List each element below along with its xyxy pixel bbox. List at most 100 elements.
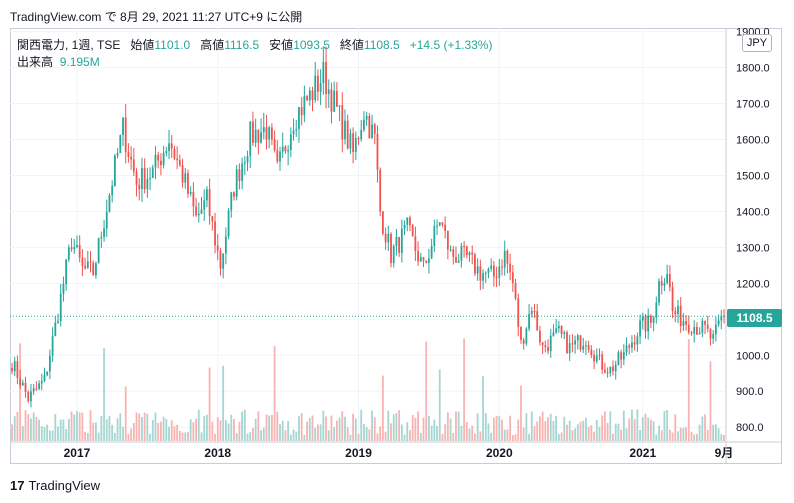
- volume-bar: [162, 416, 165, 441]
- candle-body: [511, 272, 514, 284]
- candle-body: [57, 321, 59, 323]
- candle-body: [233, 192, 235, 197]
- candle-body: [365, 115, 368, 120]
- volume-bar: [127, 434, 130, 441]
- candle-body: [178, 160, 181, 166]
- currency-badge[interactable]: JPY: [742, 34, 772, 52]
- close-label: 終値: [339, 38, 364, 52]
- volume-bar: [230, 414, 233, 441]
- candlestick-chart[interactable]: 800.0900.01000.01100.01200.01300.01400.0…: [10, 28, 782, 464]
- volume-bar: [644, 413, 647, 441]
- volume-bar: [327, 430, 330, 441]
- volume-bar: [97, 432, 100, 441]
- volume-bar: [574, 428, 577, 441]
- candle-body: [487, 268, 490, 273]
- volume-bar: [333, 427, 336, 441]
- volume-bar: [265, 414, 268, 441]
- candle-body: [349, 133, 352, 149]
- candle-body: [184, 173, 187, 183]
- volume-bar: [595, 419, 598, 441]
- candle-body: [452, 249, 455, 257]
- volume-bar: [308, 417, 311, 441]
- candle-body: [54, 322, 57, 337]
- volume-bar: [170, 420, 173, 441]
- volume-bar: [27, 414, 30, 441]
- candle-body: [476, 266, 479, 274]
- candle-body: [48, 355, 51, 372]
- volume-bar: [671, 432, 674, 441]
- volume-bar: [685, 427, 688, 441]
- candle-body: [203, 200, 206, 210]
- volume-bar: [325, 416, 327, 441]
- volume-bar: [490, 432, 493, 441]
- publish-header: TradingView.com で 8月 29, 2021 11:27 UTC+…: [0, 0, 794, 28]
- volume-bar: [35, 417, 38, 441]
- volume-bar: [720, 434, 723, 441]
- volume-bar: [704, 414, 706, 441]
- candle-body: [663, 283, 666, 286]
- candle-body: [235, 169, 238, 197]
- candle-body: [84, 265, 86, 269]
- candle-body: [168, 143, 170, 152]
- volume-bar: [146, 413, 149, 441]
- volume-bar: [541, 411, 544, 441]
- candle-body: [641, 316, 644, 321]
- volume-bar: [192, 422, 195, 441]
- volume-bar: [338, 417, 341, 441]
- volume-bar: [384, 431, 387, 441]
- volume-bar: [319, 424, 322, 441]
- candle-body: [579, 335, 582, 350]
- candle-body: [652, 317, 655, 323]
- tradingview-footer: 17 TradingView: [10, 478, 100, 493]
- candle-body: [400, 228, 403, 253]
- volume-bar: [70, 411, 73, 441]
- candle-body: [51, 336, 54, 356]
- volume-bar: [65, 429, 68, 441]
- candle-body: [460, 245, 463, 261]
- candle-body: [644, 316, 647, 332]
- volume-bar: [19, 343, 22, 441]
- volume-bar: [141, 417, 143, 441]
- last-price-tag: 1108.5: [727, 309, 782, 327]
- candle-body: [151, 167, 154, 178]
- volume-bar: [195, 418, 197, 441]
- volume-bar: [154, 412, 157, 441]
- volume-bar: [522, 427, 525, 441]
- volume-bar: [273, 346, 276, 441]
- volume-bar: [314, 427, 317, 441]
- volume-bar: [714, 424, 717, 441]
- candle-body: [195, 206, 197, 216]
- volume-bar: [149, 433, 151, 441]
- candle-body: [387, 233, 390, 243]
- volume-bar: [159, 421, 162, 441]
- candle-body: [557, 325, 560, 329]
- volume-bar: [438, 369, 441, 441]
- candle-body: [706, 324, 709, 329]
- candle-body: [338, 105, 341, 107]
- volume-bar: [474, 433, 476, 441]
- candle-body: [187, 173, 189, 194]
- candle-body: [352, 133, 355, 153]
- volume-bar: [701, 416, 704, 441]
- volume-bar: [612, 433, 614, 441]
- volume-bar: [181, 432, 184, 441]
- candle-body: [544, 345, 547, 347]
- close-value: 1108.5: [363, 38, 400, 52]
- volume-bar: [390, 423, 392, 441]
- volume-bar: [168, 426, 170, 441]
- volume-bar: [712, 424, 715, 441]
- volume-bar: [203, 416, 206, 441]
- candle-body: [65, 259, 68, 285]
- volume-bar: [376, 433, 379, 441]
- candle-body: [363, 119, 365, 130]
- candle-body: [157, 154, 160, 161]
- volume-bar: [620, 429, 623, 441]
- volume-bar: [311, 415, 314, 441]
- volume-bar: [457, 411, 460, 441]
- volume-bar: [406, 422, 409, 441]
- candle-body: [260, 132, 262, 143]
- candle-body: [246, 156, 249, 163]
- candle-body: [428, 258, 430, 263]
- low-label: 安値: [269, 38, 294, 52]
- symbol-label: 関西電力, 1週, TSE: [17, 38, 121, 52]
